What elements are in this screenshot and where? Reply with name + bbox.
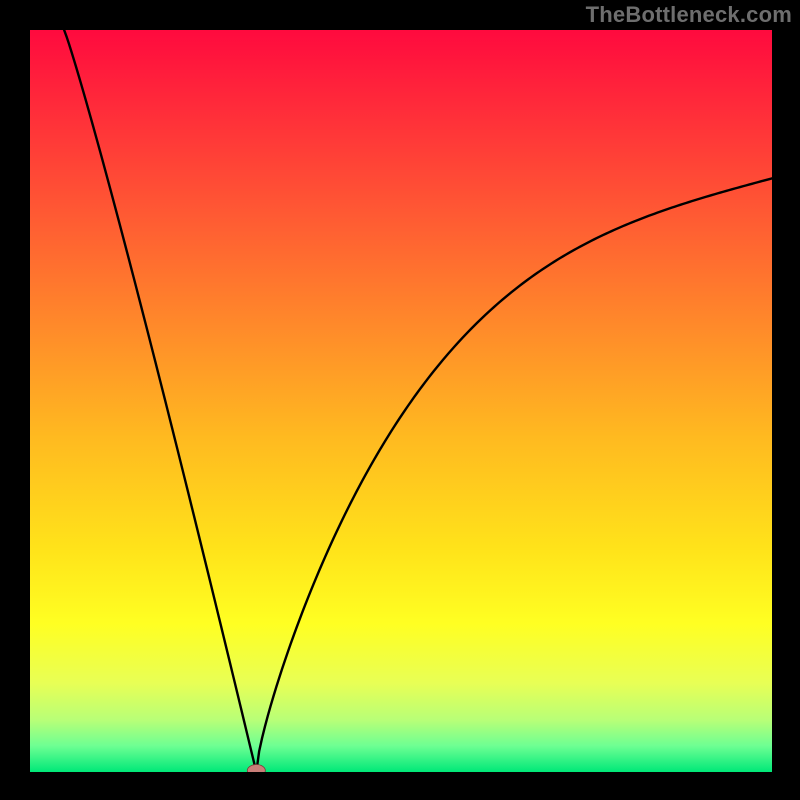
figure-root: TheBottleneck.com <box>0 0 800 800</box>
plot-background <box>30 30 772 772</box>
minimum-marker <box>247 765 265 777</box>
chart-svg <box>0 0 800 800</box>
watermark-text: TheBottleneck.com <box>586 2 792 28</box>
